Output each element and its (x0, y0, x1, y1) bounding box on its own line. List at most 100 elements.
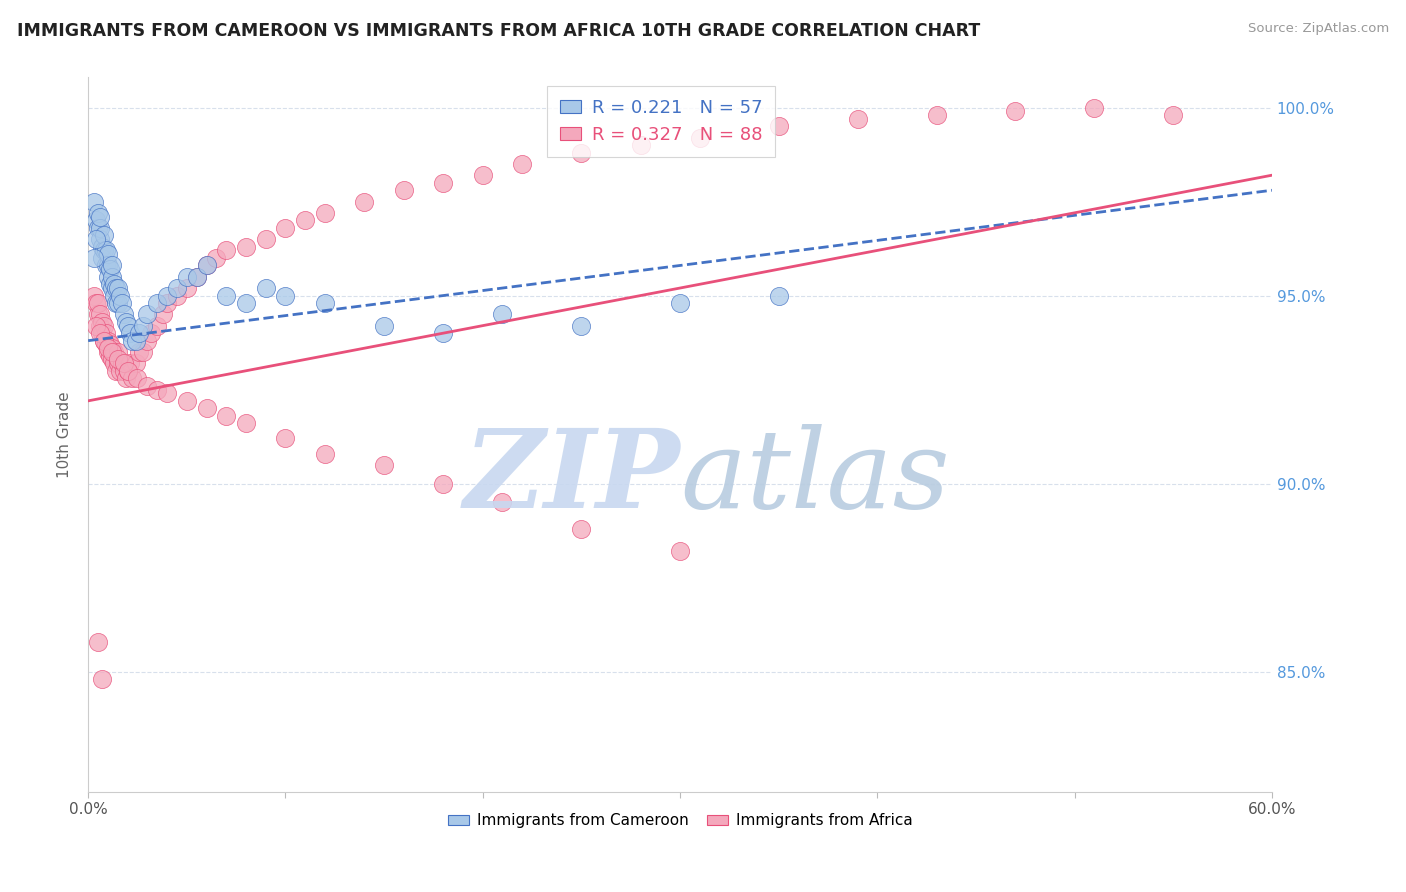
Point (669, 544, 692, 558)
Legend: Immigrants from Cameroon, Immigrants from Africa: Immigrants from Cameroon, Immigrants fro… (441, 807, 918, 834)
Point (768, 288, 790, 302)
Point (89, 307, 111, 321)
Point (491, 495, 513, 509)
Point (195, 259, 218, 273)
Point (392, 183, 415, 197)
Point (104, 281, 127, 295)
Point (152, 307, 174, 321)
Point (112, 307, 135, 321)
Point (121, 334, 143, 348)
Point (1004, 104, 1026, 119)
Point (314, 446, 336, 460)
Point (101, 341, 124, 355)
Point (156, 386, 179, 401)
Point (132, 345, 155, 359)
Point (215, 409, 238, 423)
Point (117, 364, 139, 378)
Point (235, 417, 257, 431)
Point (107, 356, 129, 370)
Point (84, 296, 107, 310)
Point (166, 288, 188, 302)
Point (353, 194, 375, 209)
Point (195, 259, 218, 273)
Point (104, 296, 127, 310)
Point (117, 318, 139, 333)
Point (84, 232, 107, 246)
Point (112, 364, 135, 378)
Point (101, 269, 124, 284)
Point (97, 334, 120, 348)
Point (156, 296, 179, 310)
Point (84, 213, 107, 227)
Point (186, 269, 208, 284)
Point (93, 334, 115, 348)
Point (669, 296, 692, 310)
Point (98, 262, 121, 277)
Point (91, 315, 114, 329)
Point (768, 120, 790, 134)
Point (87, 206, 110, 220)
Point (432, 176, 454, 190)
Point (432, 476, 454, 491)
Point (510, 157, 533, 171)
Point (121, 371, 143, 385)
Point (91, 326, 114, 341)
Point (93, 334, 115, 348)
Point (274, 288, 297, 302)
Point (91, 251, 114, 265)
Point (107, 281, 129, 295)
Point (93, 318, 115, 333)
Point (101, 281, 124, 295)
Point (94, 244, 117, 258)
Point (630, 138, 652, 153)
Point (111, 356, 134, 370)
Point (94, 326, 117, 341)
Point (925, 108, 948, 122)
Y-axis label: 10th Grade: 10th Grade (58, 392, 72, 478)
Point (89, 318, 111, 333)
Point (254, 232, 277, 246)
Point (84, 318, 107, 333)
Point (104, 364, 127, 378)
Point (94, 337, 117, 351)
Point (87, 220, 110, 235)
Point (98, 349, 121, 363)
Point (314, 296, 336, 310)
Point (146, 296, 169, 310)
Point (87, 634, 110, 648)
Point (471, 168, 494, 182)
Point (91, 672, 114, 686)
Point (235, 296, 257, 310)
Point (136, 379, 159, 393)
Point (98, 337, 121, 351)
Point (136, 307, 159, 321)
Point (97, 345, 120, 359)
Point (87, 296, 110, 310)
Point (569, 318, 592, 333)
Point (91, 240, 114, 254)
Point (215, 288, 238, 302)
Point (97, 341, 120, 355)
Point (215, 244, 238, 258)
Point (127, 371, 149, 385)
Point (83, 194, 105, 209)
Point (124, 334, 146, 348)
Point (94, 259, 117, 273)
Point (103, 277, 125, 292)
Point (141, 326, 163, 341)
Point (107, 296, 129, 310)
Text: atlas: atlas (681, 424, 949, 532)
Point (117, 364, 139, 378)
Point (114, 371, 136, 385)
Point (176, 269, 198, 284)
Point (83, 251, 105, 265)
Point (136, 334, 159, 348)
Point (101, 352, 124, 367)
Point (97, 269, 120, 284)
Point (83, 288, 105, 302)
Point (176, 393, 198, 408)
Point (89, 210, 111, 224)
Point (93, 228, 115, 243)
Point (254, 281, 277, 295)
Point (89, 326, 111, 341)
